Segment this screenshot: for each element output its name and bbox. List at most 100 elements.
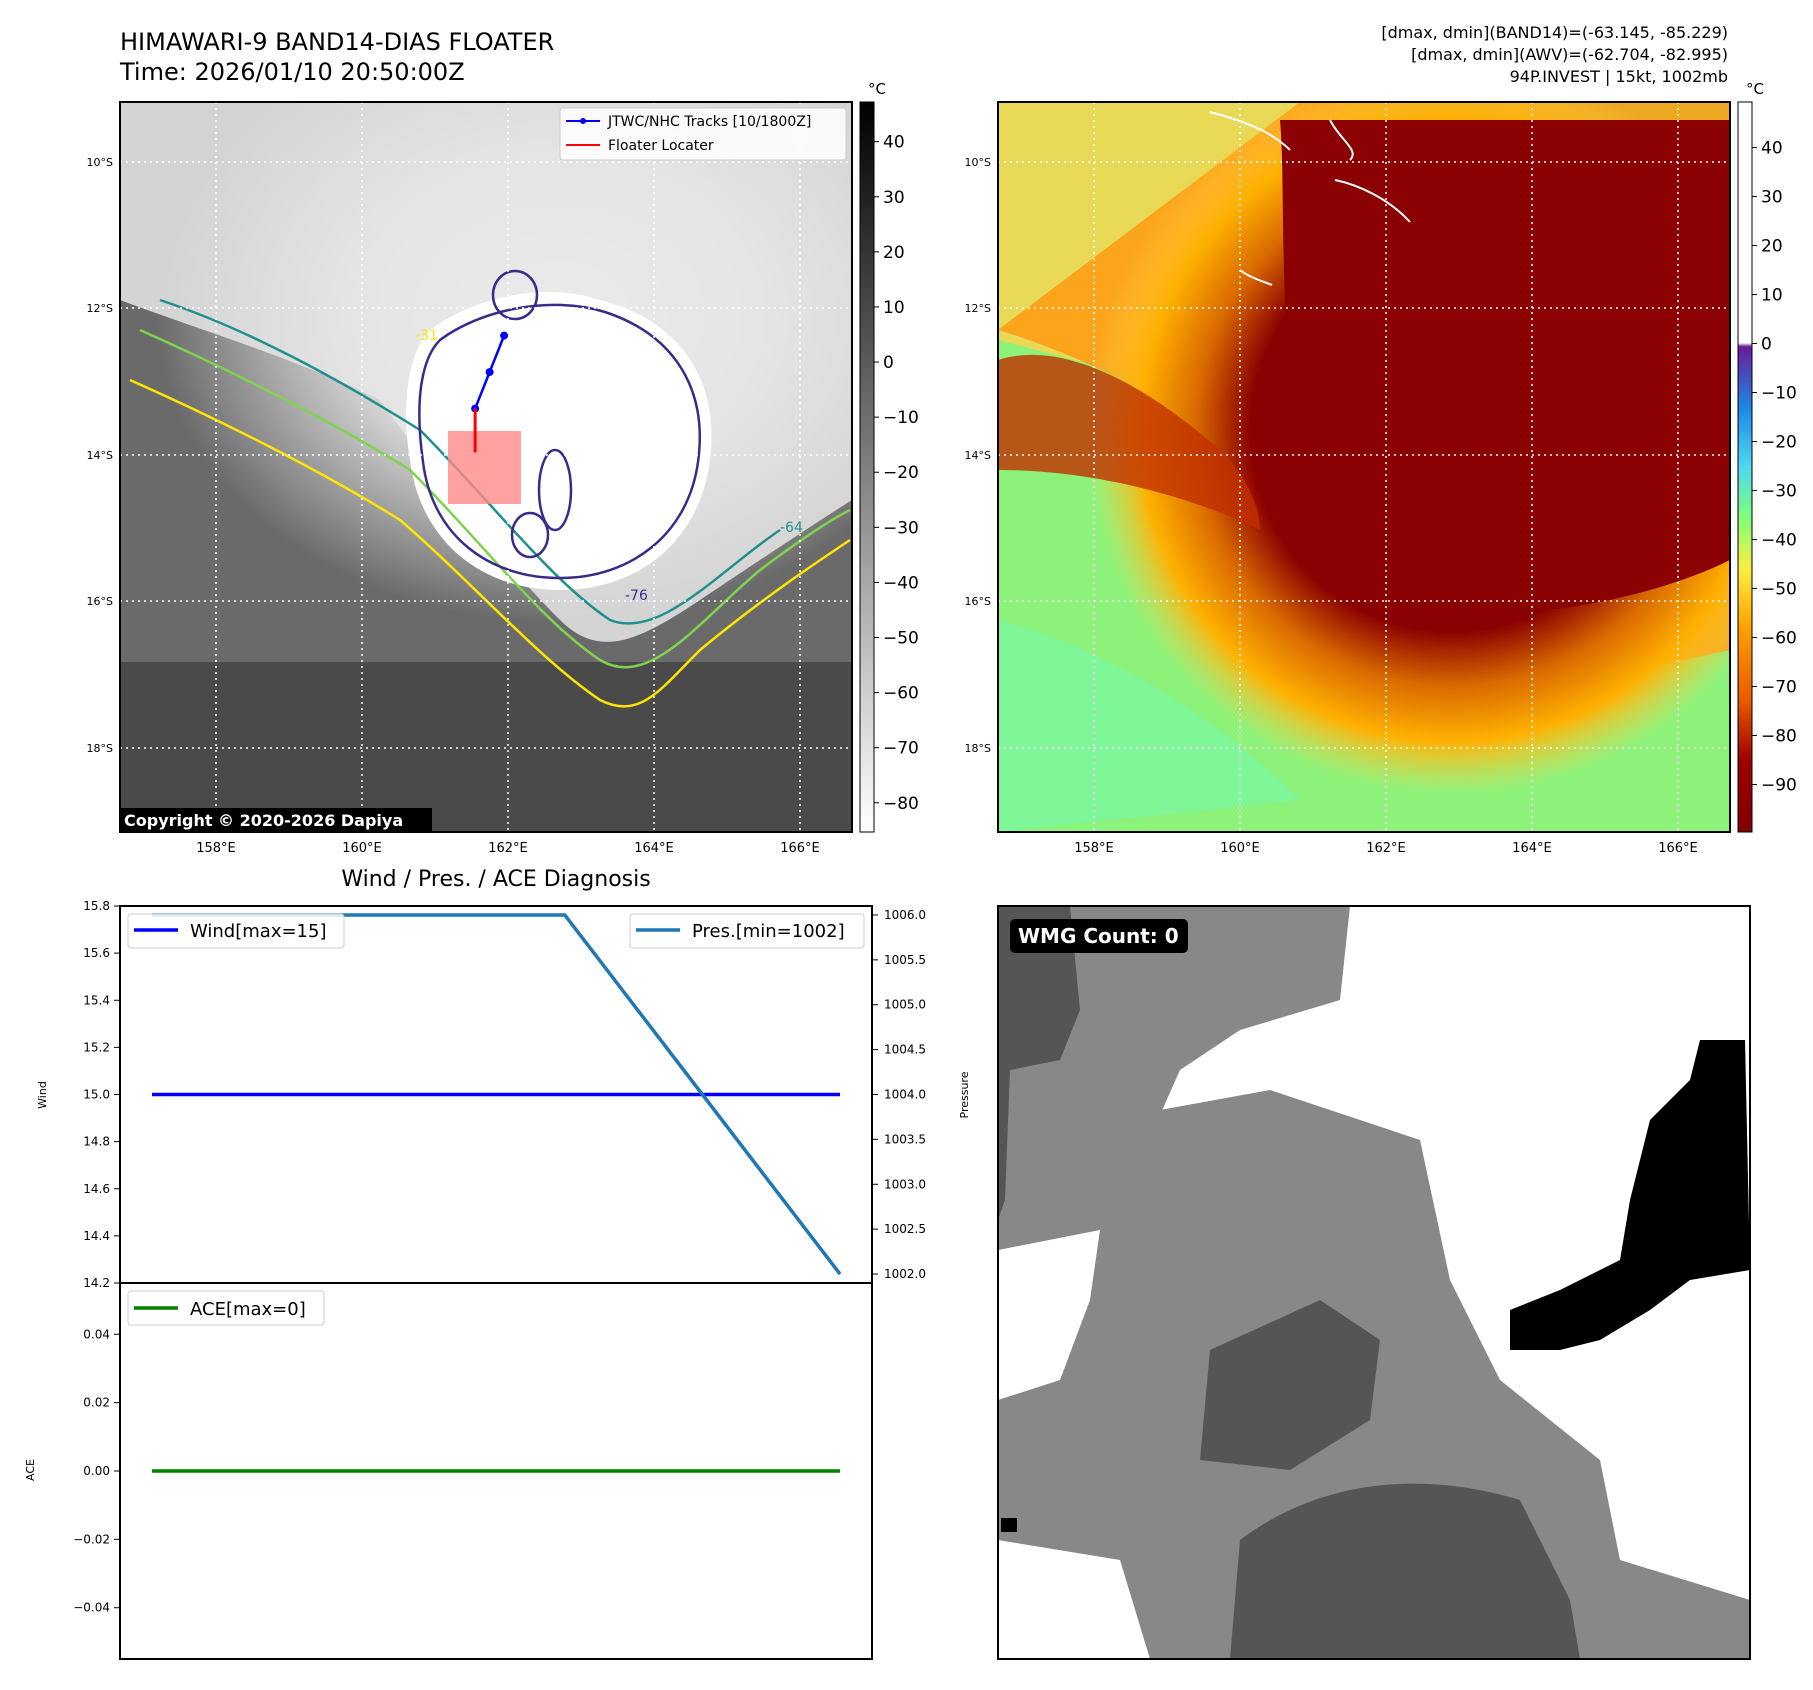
- ace-tick-label: −0.02: [73, 1532, 110, 1546]
- color-colorbar-ticks: 40 30 20 10 0 −10 −20 −30 −40 −50 −60 −70 −80 −90: [1752, 139, 1797, 795]
- lon-label: 158°E: [196, 841, 236, 856]
- lat-label: 10°S: [965, 156, 991, 169]
- wmg-black-region: [1510, 1040, 1750, 1350]
- colorbar-tick-label: 20: [1761, 237, 1783, 257]
- colorbar-tick-label: 0: [1761, 335, 1772, 355]
- colorbar-tick-label: 10: [883, 298, 905, 318]
- contour-76-cell: [510, 511, 550, 559]
- colorbar-tick-label: −90: [1761, 775, 1797, 795]
- gray-colorbar-ticks: 40 30 20 10 0 −10 −20 −30 −40 −50 −60 −70 −80: [874, 133, 919, 814]
- ace-tick-label: 0.04: [83, 1327, 110, 1341]
- colorbar-tick-label: −50: [1761, 580, 1797, 600]
- ir-map-legend: JTWC/NHC Tracks [10/1800Z] Floater Locat…: [559, 107, 847, 161]
- copyright-badge: [120, 808, 432, 832]
- colorbar-tick-label: 20: [883, 243, 905, 263]
- wind-tick-label: 15.0: [83, 1088, 110, 1102]
- colorbar-tick-label: 10: [1761, 286, 1783, 306]
- lat-label: 18°S: [965, 742, 991, 755]
- lat-label: 18°S: [87, 742, 113, 755]
- legend-floater-label: Floater Locater: [608, 138, 714, 154]
- diagnosis-panel: Wind / Pres. / ACE Diagnosis 15.8 15.6 15.…: [24, 867, 971, 1660]
- figure-title: HIMAWARI-9 BAND14-DIAS FLOATER: [120, 28, 554, 56]
- contour-76-cell: [491, 269, 539, 321]
- lon-label: 162°E: [488, 841, 528, 856]
- colorbar-tick-label: −10: [1761, 384, 1797, 404]
- lat-label: 16°S: [965, 595, 991, 608]
- lon-label: 162°E: [1366, 841, 1406, 856]
- lon-label: 160°E: [342, 841, 382, 856]
- contour-76-cell: [537, 448, 573, 532]
- awv-dry-region: [998, 620, 1300, 832]
- wind-ticks: 15.8 15.6 15.4 15.2 15.0 14.8 14.6 14.4 14.2: [83, 899, 120, 1290]
- lon-label: 166°E: [1658, 841, 1698, 856]
- colorbar-tick-label: −70: [1761, 677, 1797, 697]
- floater-box: [448, 431, 521, 504]
- pressure-tick-label: 1005.0: [884, 998, 926, 1012]
- wmg-dark-region: [1200, 1300, 1380, 1470]
- colorbar-tick-label: 30: [1761, 188, 1783, 208]
- awv-gridlines: [998, 102, 1730, 832]
- ace-ticks: 0.04 0.02 0.00 −0.02 −0.04: [73, 1327, 120, 1615]
- ace-legend: ACE[max=0]: [127, 1290, 325, 1326]
- ir-lon-labels: 158°E 160°E 162°E 164°E 166°E: [196, 841, 820, 856]
- ir-cold-core: [406, 291, 712, 590]
- contour-76: [418, 303, 701, 580]
- wind-tick-label: 15.2: [83, 1040, 110, 1054]
- gray-colorbar-unit: °C: [868, 80, 886, 98]
- pressure-axis-label: Pressure: [958, 1071, 971, 1118]
- colorbar-tick-label: −30: [1761, 482, 1797, 502]
- ace-tick-label: −0.04: [73, 1601, 110, 1615]
- colorbar-tick-label: −10: [883, 408, 919, 428]
- colorbar-tick-label: −80: [1761, 726, 1797, 746]
- lat-label: 14°S: [87, 449, 113, 462]
- ir-map-panel: -31 -64 -76 JTWC/NHC Tracks [10/1800Z] F…: [87, 80, 919, 856]
- legend-track-label: JTWC/NHC Tracks [10/1800Z]: [607, 114, 811, 130]
- wmg-count-badge: [1010, 919, 1188, 953]
- lat-label: 10°S: [87, 156, 113, 169]
- contour-31: [129, 378, 851, 708]
- wind-tick-label: 15.8: [83, 899, 110, 913]
- wmg-gray-region: [998, 906, 1350, 1250]
- wmg-black-pixel: [1001, 1518, 1017, 1532]
- pressure-tick-label: 1004.5: [884, 1043, 926, 1057]
- colorbar-tick-label: −20: [883, 463, 919, 483]
- colorbar-tick-label: 30: [883, 188, 905, 208]
- awv-west-band: [998, 354, 1260, 530]
- pressure-ticks: 1006.0 1005.5 1005.0 1004.5 1004.0 1003.5 1003…: [872, 908, 926, 1281]
- lat-label: 16°S: [87, 595, 113, 608]
- wmg-frame: [997, 905, 1751, 1660]
- wind-legend: Wind[max=15]: [127, 913, 345, 949]
- contour-label: -76: [625, 588, 648, 604]
- awv-map-frame: [997, 101, 1731, 833]
- wmg-count-label: WMG Count: 0: [1018, 924, 1179, 948]
- gray-colorbar: [859, 101, 875, 833]
- ir-lat-labels: 10°S 12°S 14°S 16°S 18°S: [87, 156, 113, 755]
- dmax-band14: [dmax, dmin](BAND14)=(-63.145, -85.229): [1381, 23, 1728, 42]
- wmg-dark-region: [998, 906, 1080, 1220]
- color-colorbar: [1737, 101, 1753, 833]
- colorbar-tick-label: 0: [883, 353, 894, 373]
- lon-label: 164°E: [634, 841, 674, 856]
- ace-tick-label: 0.02: [83, 1396, 110, 1410]
- colorbar-tick-label: 40: [883, 133, 905, 153]
- lon-label: 158°E: [1074, 841, 1114, 856]
- lon-label: 160°E: [1220, 841, 1260, 856]
- track-point: [500, 331, 509, 340]
- wmg-dark-region: [1230, 1483, 1580, 1659]
- colorbar-tick-label: −60: [883, 684, 919, 704]
- colorbar-tick-label: 40: [1761, 139, 1783, 159]
- copyright-text: Copyright © 2020-2026 Dapiya: [124, 811, 403, 830]
- ace-legend-label: ACE[max=0]: [190, 1299, 306, 1320]
- wind-axis-label: Wind: [36, 1081, 49, 1109]
- ace-tick-label: 0.00: [83, 1464, 110, 1478]
- colorbar-tick-label: −60: [1761, 628, 1797, 648]
- wind-tick-label: 14.6: [83, 1182, 110, 1196]
- colorbar-tick-label: −70: [883, 739, 919, 759]
- awv-lat-labels: 10°S 12°S 14°S 16°S 18°S: [965, 156, 991, 755]
- pressure-tick-label: 1006.0: [884, 908, 926, 922]
- wind-tick-label: 15.6: [83, 946, 110, 960]
- diagnosis-title: Wind / Pres. / ACE Diagnosis: [341, 867, 650, 892]
- colorbar-tick-label: −30: [883, 518, 919, 538]
- figure-time: Time: 2026/01/10 20:50:00Z: [119, 58, 465, 86]
